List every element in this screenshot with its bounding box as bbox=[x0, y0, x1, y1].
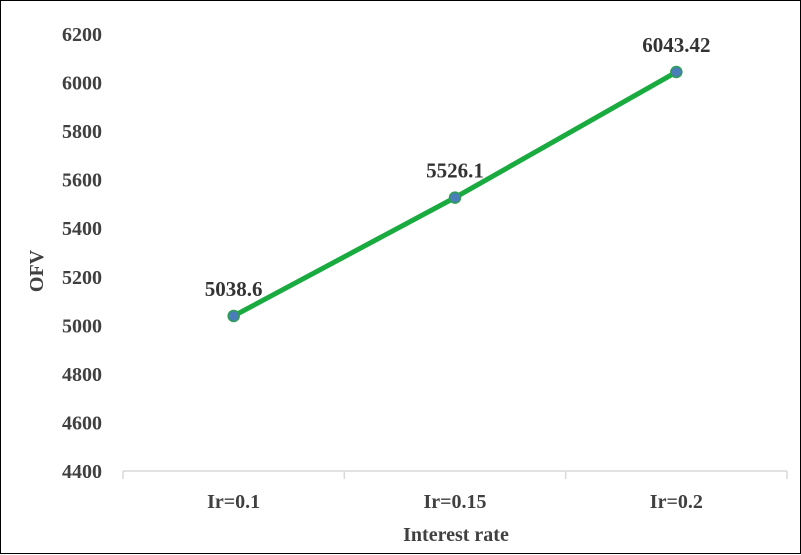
y-tick-label: 4600 bbox=[62, 412, 102, 434]
y-tick-label: 6000 bbox=[62, 73, 102, 95]
y-tick-label: 6200 bbox=[62, 24, 102, 46]
y-tick-label: 5200 bbox=[62, 267, 102, 289]
y-tick-label: 5400 bbox=[62, 218, 102, 240]
x-tick-label: Ir=0.2 bbox=[650, 491, 703, 513]
x-tick-label: Ir=0.15 bbox=[423, 491, 486, 513]
data-point bbox=[670, 65, 683, 79]
y-axis-title: OFV bbox=[26, 249, 48, 292]
data-point bbox=[448, 191, 462, 204]
y-tick-label: 5000 bbox=[62, 315, 102, 337]
data-labels: 5038.6 5526.1 6043.42 bbox=[205, 33, 711, 301]
y-tick-label: 4800 bbox=[62, 364, 102, 386]
y-tick-label: 5800 bbox=[62, 121, 102, 143]
series-group bbox=[227, 65, 683, 323]
x-axis: Ir=0.1 Ir=0.15 Ir=0.2 bbox=[122, 470, 788, 513]
y-tick-label: 5600 bbox=[62, 170, 102, 192]
x-tick-label: Ir=0.1 bbox=[207, 491, 260, 513]
data-label: 6043.42 bbox=[642, 33, 710, 57]
x-axis-title: Interest rate bbox=[403, 524, 509, 546]
data-label: 5038.6 bbox=[205, 277, 263, 301]
y-axis-ticks: 4400 4600 4800 5000 5200 5400 5600 5800 6000 6200 bbox=[62, 24, 102, 483]
data-point bbox=[227, 309, 240, 323]
y-tick-label: 4400 bbox=[62, 461, 102, 483]
data-label: 5526.1 bbox=[426, 159, 484, 183]
